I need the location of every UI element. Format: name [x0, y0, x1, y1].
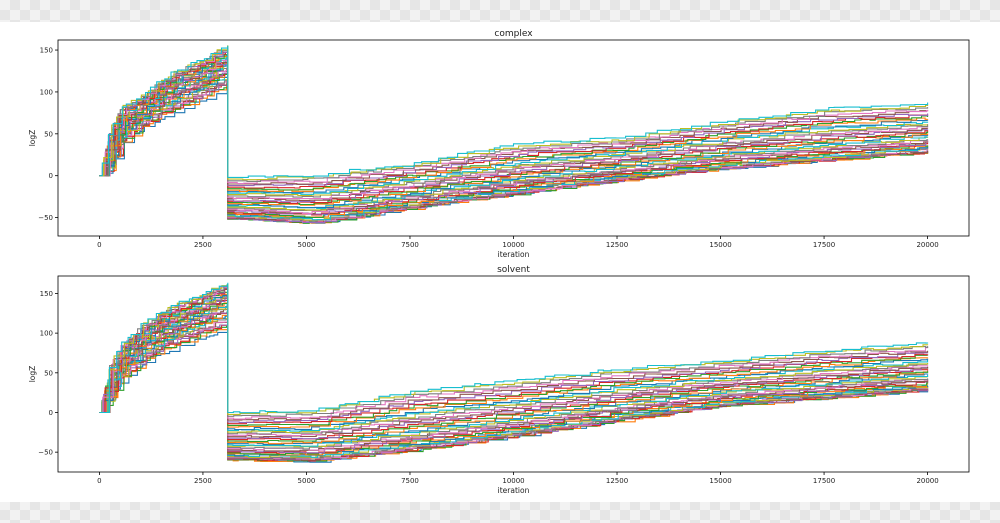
series-line	[99, 284, 929, 415]
series-line	[99, 282, 929, 414]
series-line	[99, 73, 929, 218]
series-line	[99, 285, 929, 417]
x-tick-label: 12500	[606, 477, 628, 485]
series-line	[99, 317, 929, 459]
x-tick-label: 20000	[916, 241, 938, 249]
series-line	[99, 52, 929, 191]
x-tick-label: 10000	[502, 477, 524, 485]
x-axis-label: iteration	[498, 486, 530, 495]
x-tick-label: 2500	[194, 241, 212, 249]
figure: 0 2500 5000 7500 10000 12500 15000 17500 20000 −5…	[0, 22, 1000, 502]
series-line	[99, 296, 929, 438]
x-tick-label: 5000	[298, 477, 316, 485]
series-line	[99, 302, 929, 445]
y-tick-label: −50	[38, 449, 53, 457]
x-tick-label: 12500	[606, 241, 628, 249]
x-tick-label: 17500	[813, 241, 835, 249]
series-line	[99, 286, 929, 420]
series-line	[99, 294, 929, 434]
series-group	[99, 282, 929, 463]
series-line	[99, 64, 928, 209]
y-tick-label: 50	[44, 369, 53, 377]
y-axis-label: logZ	[28, 366, 37, 383]
x-tick-label: 7500	[401, 241, 419, 249]
chart-figure: 0 2500 5000 7500 10000 12500 15000 17500 20000−5…	[28, 29, 970, 495]
chart-title: complex	[494, 29, 533, 39]
panel-solvent: 0 2500 5000 7500 10000 12500 15000 17500 20000 −5…	[28, 265, 970, 495]
y-axis-label: logZ	[28, 130, 37, 147]
series-line	[99, 313, 929, 456]
y-tick-label: 0	[49, 409, 53, 417]
series-line	[99, 50, 929, 189]
y-tick-label: 150	[40, 290, 53, 298]
x-tick-label: 15000	[709, 477, 731, 485]
x-tick-label: 7500	[401, 477, 419, 485]
y-tick-label: 50	[44, 130, 53, 138]
series-line	[99, 323, 929, 461]
y-tick-label: 0	[49, 172, 53, 180]
x-tick-label: 5000	[298, 241, 316, 249]
series-line	[99, 288, 929, 425]
x-axis-label: iteration	[498, 250, 530, 259]
x-tick-label: 17500	[813, 477, 835, 485]
panel-complex: 0 2500 5000 7500 10000 12500 15000 17500 20000 −5…	[28, 29, 970, 259]
y-tick-label: 100	[40, 330, 53, 338]
x-tick-label: 0	[97, 477, 101, 485]
series-group	[99, 45, 929, 224]
x-tick-label: 15000	[709, 241, 731, 249]
y-tick-label: 150	[40, 47, 53, 55]
x-tick-label: 2500	[194, 477, 212, 485]
y-tick-label: −50	[38, 214, 53, 222]
x-tick-label: 20000	[916, 477, 938, 485]
y-tick-label: 100	[40, 88, 53, 96]
series-line	[99, 54, 929, 192]
series-line	[99, 45, 929, 178]
series-line	[99, 299, 929, 441]
x-tick-label: 0	[97, 241, 101, 249]
series-line	[99, 292, 929, 429]
chart-title: solvent	[497, 265, 530, 275]
x-tick-label: 10000	[502, 241, 524, 249]
series-line	[99, 84, 929, 224]
